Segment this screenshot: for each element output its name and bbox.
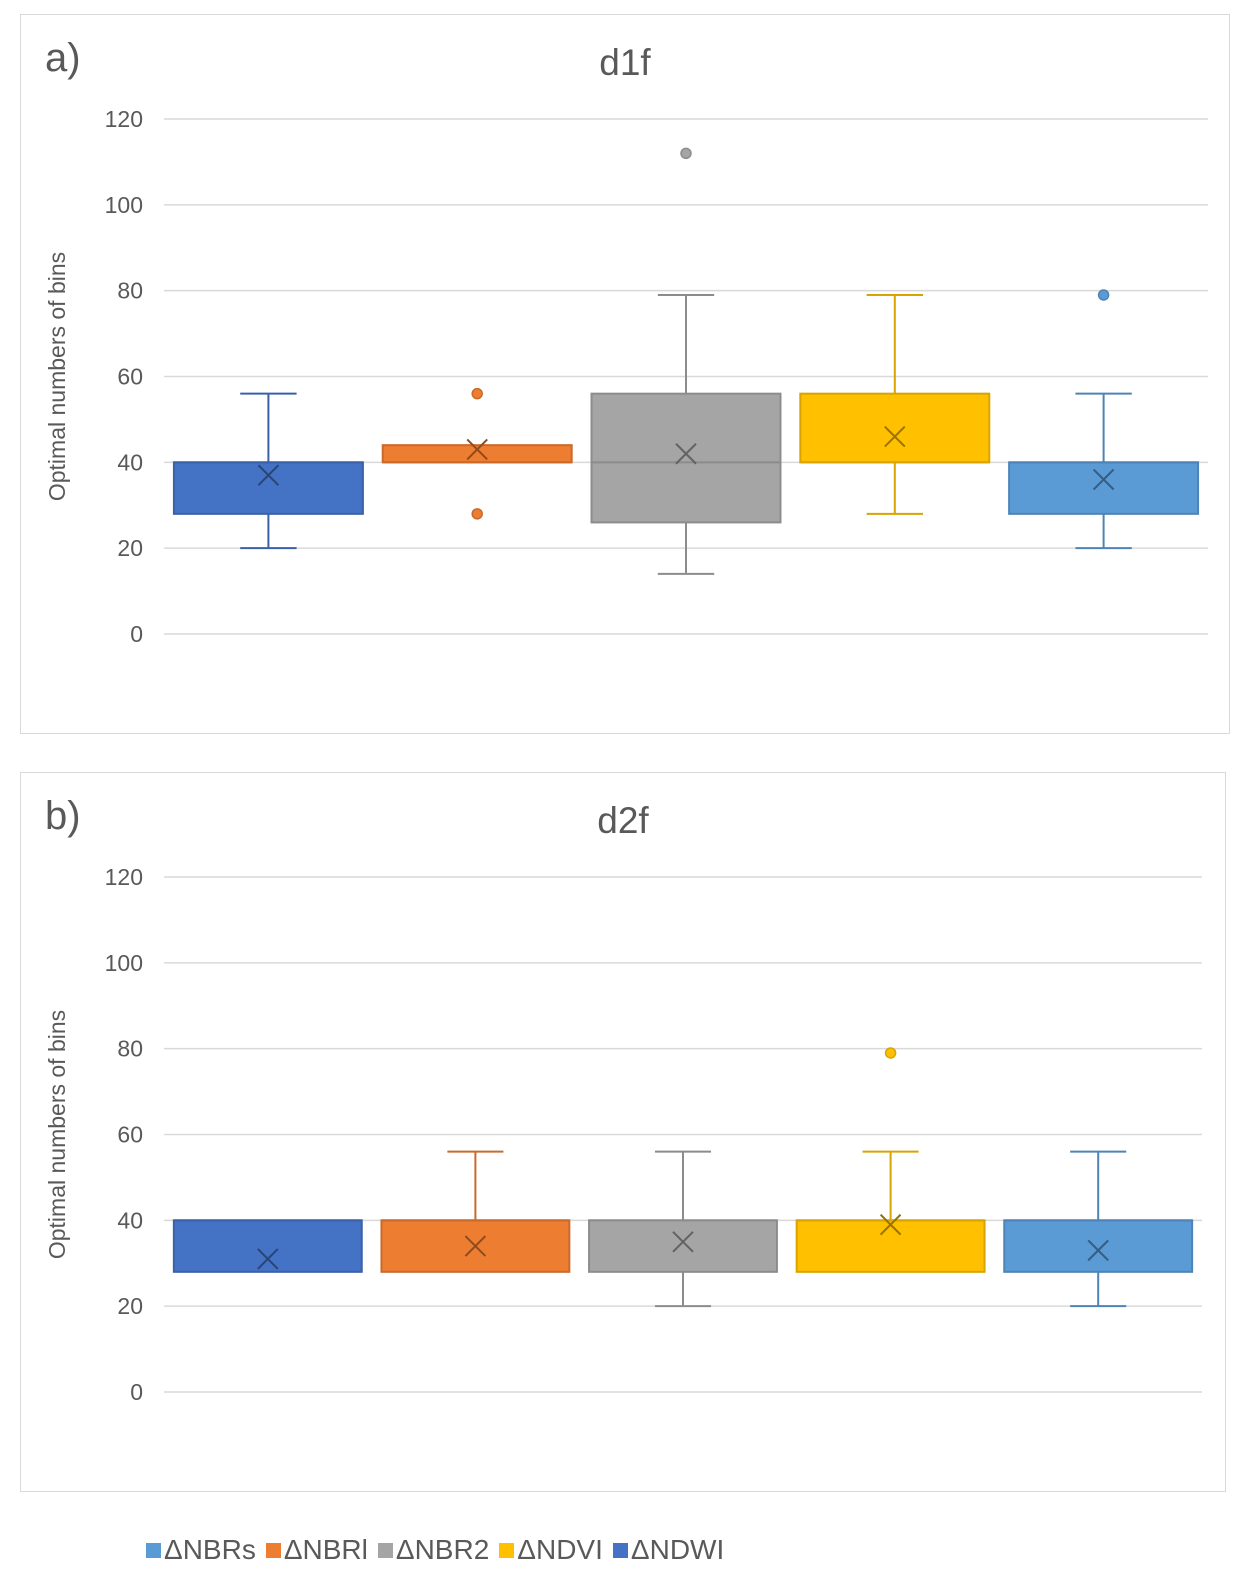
legend-swatch — [146, 1542, 161, 1558]
mean-marker — [675, 443, 697, 465]
mean-marker — [879, 1213, 902, 1236]
box-series — [380, 1150, 571, 1273]
chart-panel-b: b) d2f 0 20 40 60 80 100 120 Optimal numbers of b… — [20, 772, 1226, 1492]
legend-label: ΔNDVI — [517, 1534, 603, 1565]
outlier-point — [471, 387, 483, 400]
legend-label: ΔNBR2 — [395, 1534, 490, 1565]
y-axis-title: Optimal numbers of bins — [44, 252, 70, 501]
legend-swatch — [377, 1542, 393, 1558]
chart-title: d2f — [597, 800, 649, 841]
panel-label: a) — [45, 36, 81, 80]
y-tick-label: 60 — [117, 364, 143, 390]
mean-marker-stroke — [466, 438, 488, 461]
box — [799, 392, 991, 464]
box-series — [588, 1150, 778, 1308]
mean-marker-stroke — [257, 464, 280, 486]
mean-marker — [672, 1231, 694, 1253]
mean-marker — [257, 1248, 279, 1270]
mean-marker — [464, 1235, 487, 1257]
y-tick-label: 20 — [117, 1293, 143, 1319]
legend-item: ΔNDVI — [499, 1534, 603, 1566]
outlier-point — [884, 1047, 897, 1059]
legend-swatch — [265, 1542, 281, 1558]
box-series — [1003, 1150, 1194, 1308]
box-series — [172, 1219, 363, 1273]
legend-label: ΔNDWI — [630, 1534, 725, 1565]
mean-marker-stroke — [879, 1213, 902, 1236]
boxplot-chart-a: a) d1f 0 20 40 60 80 100 120 Optimal numbers of b… — [44, 36, 1208, 647]
y-tick-label: 20 — [117, 535, 143, 561]
mean-marker — [1087, 1239, 1109, 1262]
outlier-point — [471, 508, 483, 520]
legend-item: ΔNBRs — [146, 1534, 256, 1566]
y-tick-label: 120 — [105, 106, 143, 132]
y-tick-label: 100 — [105, 950, 143, 976]
legend-swatch — [612, 1542, 628, 1558]
chart-legend: ΔNBRs ΔNBRl ΔNBR2 ΔNDVI ΔNDWI — [146, 1530, 724, 1570]
y-tick-label: 40 — [117, 1207, 143, 1233]
mean-marker-stroke — [884, 425, 906, 448]
legend-swatch — [499, 1542, 515, 1558]
mean-marker-stroke — [464, 1235, 487, 1257]
mean-marker-stroke — [257, 1248, 279, 1270]
mean-marker-stroke — [675, 443, 697, 465]
legend-item: ΔNDWI — [612, 1534, 725, 1566]
y-tick-label: 0 — [130, 621, 143, 647]
mean-marker — [257, 464, 280, 486]
outlier-point — [1097, 289, 1110, 301]
box — [1008, 461, 1200, 515]
mean-marker-stroke — [1087, 1239, 1109, 1262]
chart-panel-a: a) d1f 0 20 40 60 80 100 120 Optimal numbers of b… — [20, 14, 1230, 734]
legend-label: ΔNBRs — [164, 1534, 256, 1565]
y-axis-title: Optimal numbers of bins — [44, 1010, 70, 1259]
mean-marker — [466, 438, 488, 461]
box — [172, 1219, 363, 1273]
outlier-point — [680, 147, 692, 160]
box-series — [799, 293, 991, 515]
box — [588, 1219, 778, 1273]
boxplot-chart-b: b) d2f 0 20 40 60 80 100 120 Optimal numbers of b… — [44, 794, 1202, 1405]
y-tick-label: 120 — [105, 864, 143, 890]
mean-marker — [884, 425, 906, 448]
box — [172, 461, 364, 515]
box-series — [172, 392, 364, 550]
box-series — [381, 387, 573, 520]
box-series — [1008, 289, 1200, 550]
box — [590, 392, 782, 524]
box-series — [590, 147, 782, 575]
box — [795, 1219, 986, 1273]
y-tick-label: 0 — [130, 1379, 143, 1405]
y-tick-label: 40 — [117, 449, 143, 475]
chart-title: d1f — [599, 42, 651, 83]
mean-marker-stroke — [1092, 468, 1115, 491]
legend-item: ΔNBRl — [265, 1534, 368, 1566]
box — [381, 444, 573, 464]
legend-label: ΔNBRl — [283, 1534, 368, 1565]
mean-marker-stroke — [672, 1231, 694, 1253]
legend-item: ΔNBR2 — [377, 1534, 490, 1566]
panel-label: b) — [45, 794, 81, 838]
box-series — [795, 1047, 986, 1273]
y-tick-label: 100 — [105, 192, 143, 218]
mean-marker — [1092, 468, 1115, 491]
y-tick-label: 60 — [117, 1122, 143, 1148]
box — [1003, 1219, 1194, 1273]
y-tick-label: 80 — [117, 278, 143, 304]
y-tick-label: 80 — [117, 1036, 143, 1062]
